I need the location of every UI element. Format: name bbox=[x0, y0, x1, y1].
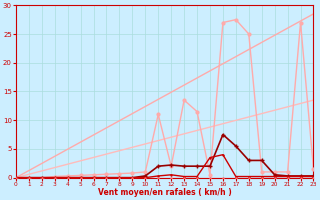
X-axis label: Vent moyen/en rafales ( km/h ): Vent moyen/en rafales ( km/h ) bbox=[98, 188, 232, 197]
